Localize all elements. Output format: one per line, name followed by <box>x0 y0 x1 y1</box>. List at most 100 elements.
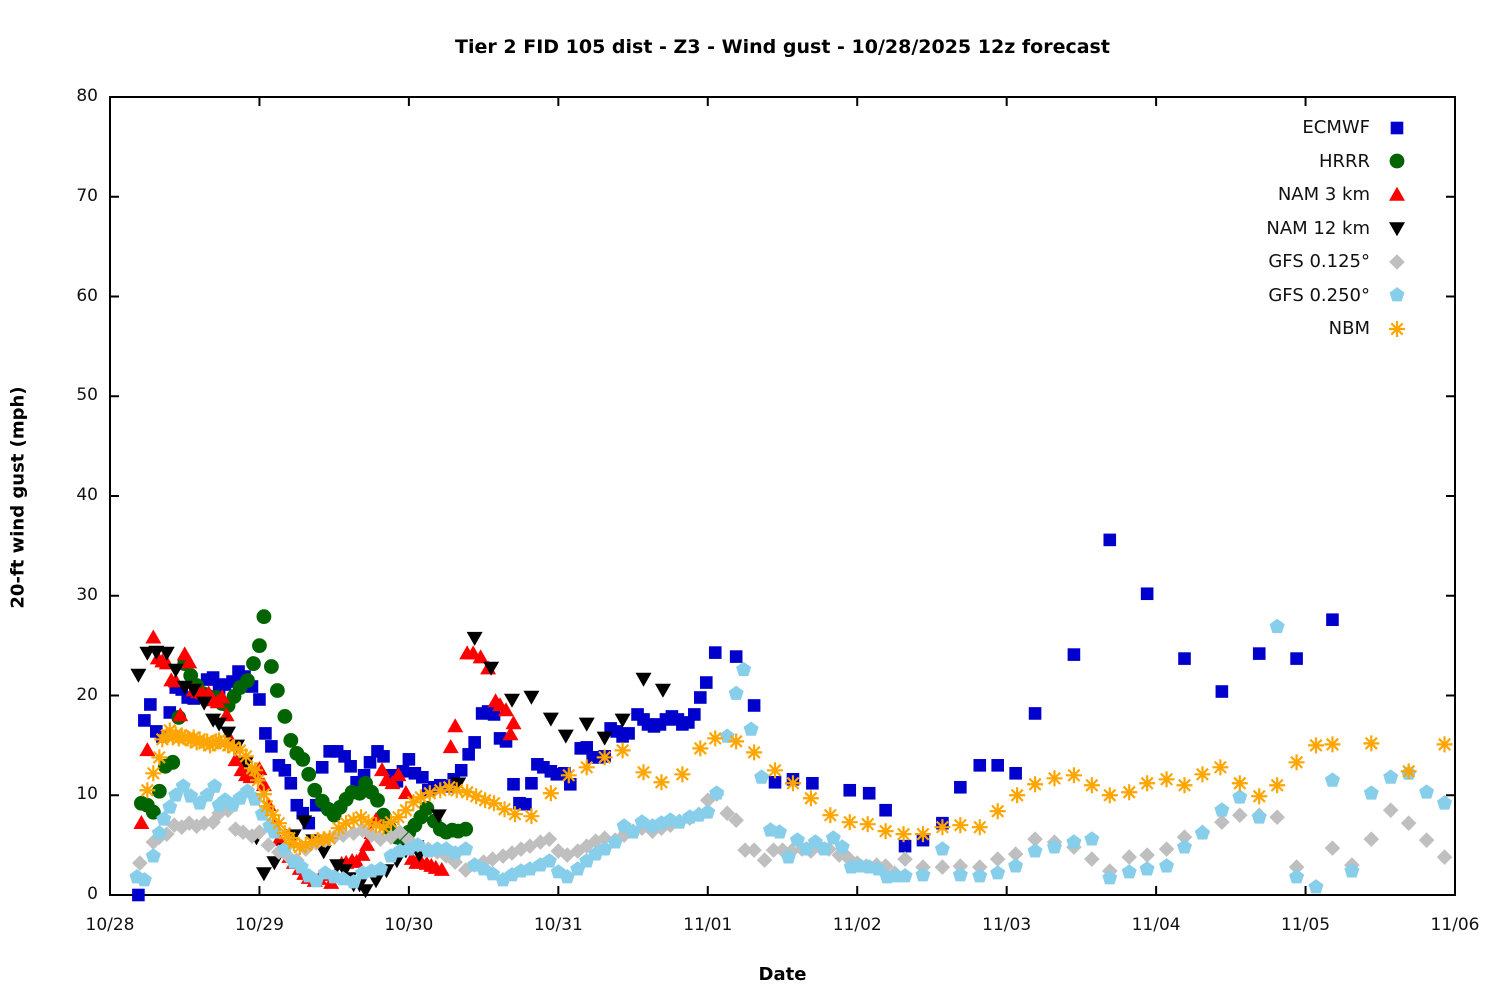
diamond-marker <box>188 818 205 834</box>
square-marker <box>525 776 538 790</box>
legend-item-hrrr: HRRR <box>1120 145 1424 179</box>
triangle-up-marker <box>172 707 189 722</box>
asterisk-marker <box>1400 763 1417 780</box>
asterisk-marker <box>421 785 438 802</box>
square-marker-icon <box>1370 113 1424 143</box>
asterisk-marker <box>692 740 709 757</box>
asterisk-marker <box>914 826 931 843</box>
diamond-marker <box>1121 849 1138 865</box>
diamond-marker <box>728 812 744 828</box>
pentagon-marker <box>816 841 832 856</box>
pentagon-marker <box>1437 795 1453 810</box>
asterisk-marker <box>139 782 156 799</box>
triangle-down-marker <box>596 731 613 746</box>
asterisk-marker <box>841 814 858 831</box>
triangle-down-marker <box>266 856 283 871</box>
triangle-down-marker <box>466 631 483 646</box>
pentagon-marker <box>1251 809 1267 824</box>
circle-marker <box>240 673 255 688</box>
square-marker <box>862 786 876 800</box>
circle-marker <box>256 609 272 625</box>
diamond-marker <box>756 852 773 868</box>
pentagon-marker <box>373 861 388 876</box>
asterisk-marker <box>523 808 540 825</box>
square-marker <box>338 750 351 763</box>
square-marker <box>973 759 987 772</box>
square-marker <box>1215 685 1229 698</box>
square-marker <box>377 750 390 763</box>
asterisk-marker <box>1288 754 1305 771</box>
asterisk-marker <box>728 733 745 750</box>
square-marker <box>1067 648 1081 661</box>
triangle-down-marker <box>578 717 595 732</box>
asterisk-marker <box>542 785 559 802</box>
diamond-marker <box>587 833 604 849</box>
triangle-up-marker <box>133 814 150 829</box>
circle-marker <box>295 751 311 767</box>
asterisk-marker <box>707 730 724 747</box>
pentagon-marker <box>559 869 575 884</box>
asterisk-marker <box>784 775 801 792</box>
x-tick-label: 10/30 <box>384 915 434 935</box>
triangle-down-marker <box>185 683 202 698</box>
triangle-up-marker <box>442 739 459 754</box>
diamond-marker <box>1418 832 1435 848</box>
triangle-down-marker <box>158 646 175 661</box>
asterisk-marker <box>1363 735 1380 752</box>
triangle-down-marker <box>357 884 374 899</box>
diamond-marker <box>989 851 1006 867</box>
pentagon-marker <box>1008 858 1024 873</box>
triangle-down-marker <box>315 845 332 860</box>
diamond-marker <box>1176 829 1193 845</box>
triangle-up-marker <box>447 718 464 733</box>
pentagon-marker <box>1324 772 1340 787</box>
y-tick-label: 80 <box>76 86 98 106</box>
y-tick-label: 60 <box>76 285 98 306</box>
pentagon-marker <box>1102 870 1118 885</box>
diamond-marker <box>457 862 474 878</box>
diamond-marker <box>1400 815 1417 831</box>
triangle-up-marker-icon <box>1370 180 1424 210</box>
diamond-marker <box>719 805 736 822</box>
pentagon-marker <box>293 859 309 874</box>
legend-item-nam3km: NAM 3 km <box>1120 178 1424 212</box>
triangle-down-marker <box>329 859 346 874</box>
pentagon-marker <box>772 824 787 839</box>
circle-marker <box>283 732 299 748</box>
triangle-down-marker <box>430 809 447 824</box>
pentagon-marker <box>145 848 161 863</box>
diamond-marker <box>746 842 762 858</box>
legend-item-nbm: NBM <box>1120 312 1424 346</box>
diamond-marker <box>205 814 221 830</box>
pentagon-marker <box>736 661 752 676</box>
square-marker <box>1390 121 1404 135</box>
circle-marker <box>307 782 323 798</box>
diamond-marker <box>1214 814 1230 830</box>
triangle-down-marker <box>130 668 147 683</box>
square-marker <box>1326 613 1339 626</box>
legend-item-gfs0250: GFS 0.250° <box>1120 279 1424 313</box>
asterisk-marker <box>496 801 513 818</box>
asterisk-marker <box>1251 788 1268 805</box>
triangle-down-marker <box>635 672 652 687</box>
pentagon-marker <box>671 814 687 829</box>
pentagon-marker <box>1121 864 1137 879</box>
asterisk-marker <box>1121 784 1138 801</box>
asterisk-marker <box>145 765 162 782</box>
triangle-up-marker <box>505 715 522 730</box>
triangle-down-marker <box>220 726 237 741</box>
diamond-marker <box>1139 847 1155 863</box>
diamond-marker <box>1288 859 1305 875</box>
circle-marker <box>165 754 181 770</box>
y-axis-label: 20-ft wind gust (mph) <box>7 386 29 609</box>
square-marker <box>898 839 912 853</box>
circle-marker <box>277 709 293 724</box>
pentagon-marker <box>1344 863 1360 878</box>
square-marker <box>144 698 157 711</box>
square-marker <box>688 708 701 721</box>
diamond-marker <box>1324 840 1341 856</box>
diamond-marker-icon <box>1370 247 1424 277</box>
asterisk-marker <box>448 782 465 799</box>
square-marker <box>843 783 857 797</box>
pentagon-marker <box>1214 802 1230 817</box>
